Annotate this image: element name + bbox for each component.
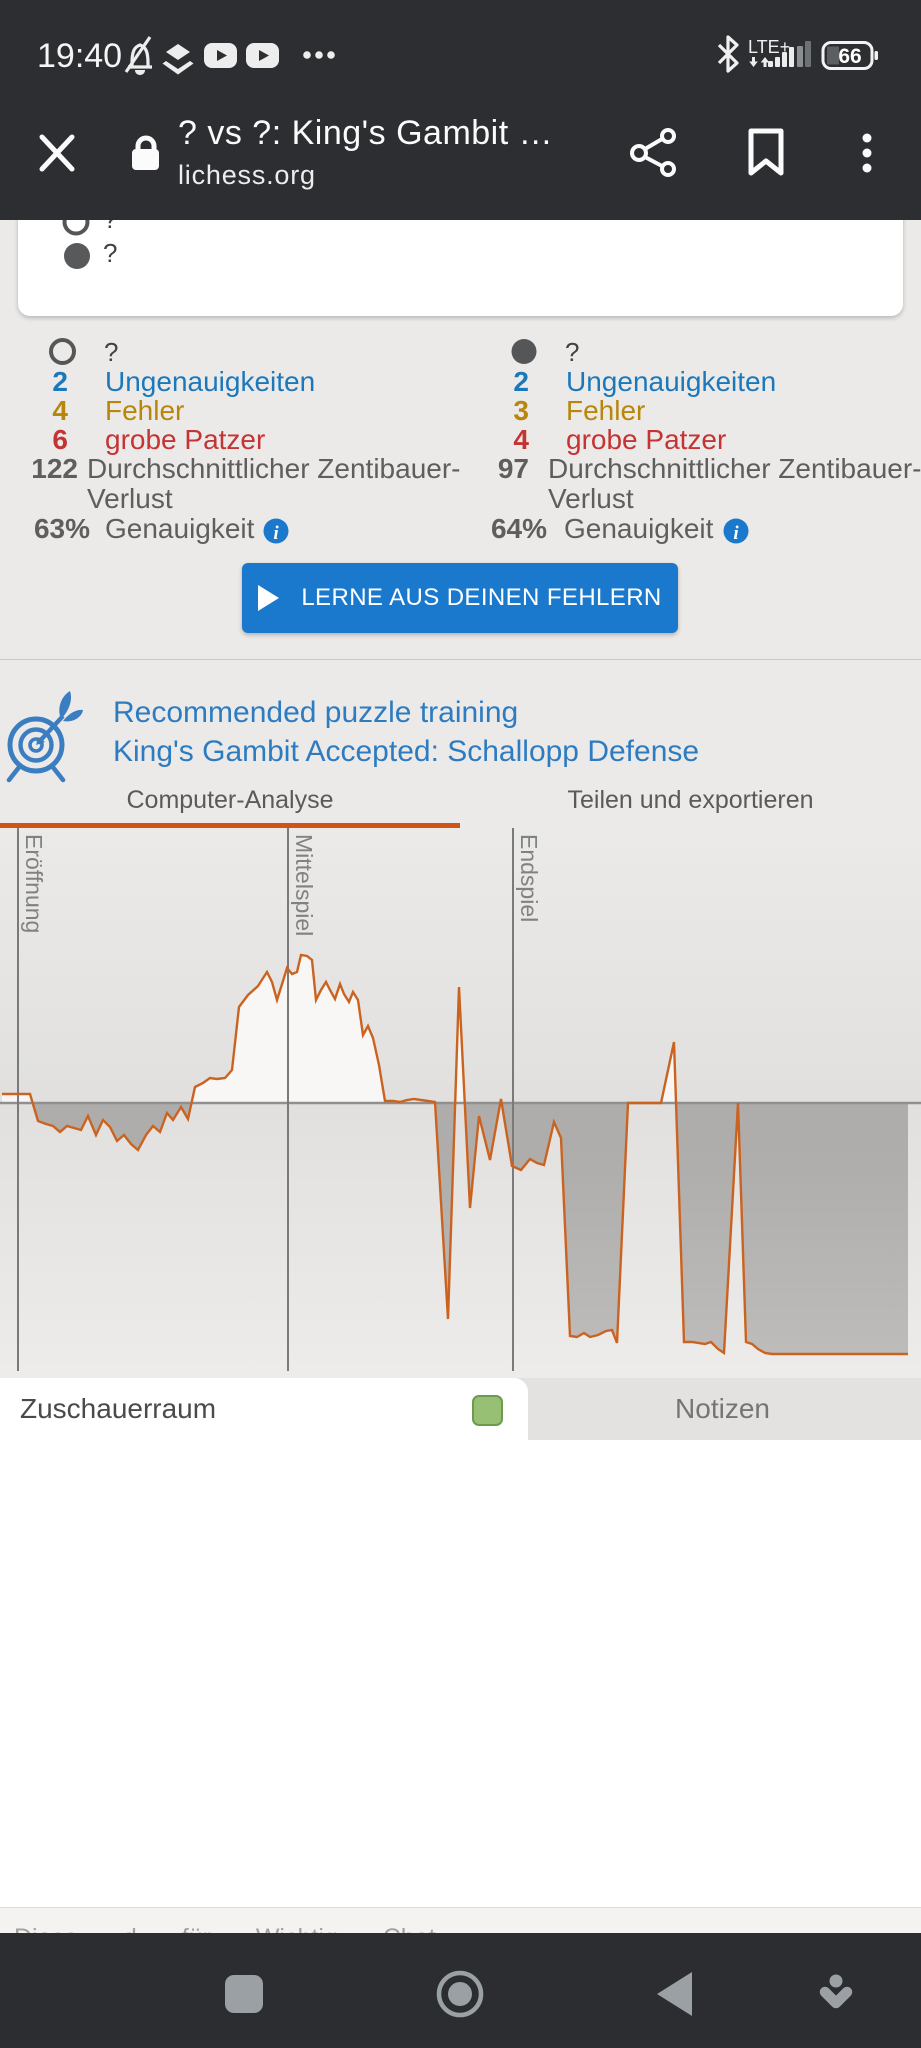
svg-text:Eröffnung: Eröffnung (21, 834, 47, 933)
svg-text:Mittelspiel: Mittelspiel (291, 834, 317, 936)
svg-text:i: i (733, 523, 739, 544)
svg-text:i: i (273, 523, 279, 544)
svg-text:Endspiel: Endspiel (516, 834, 542, 922)
svg-text:66: 66 (838, 45, 861, 68)
